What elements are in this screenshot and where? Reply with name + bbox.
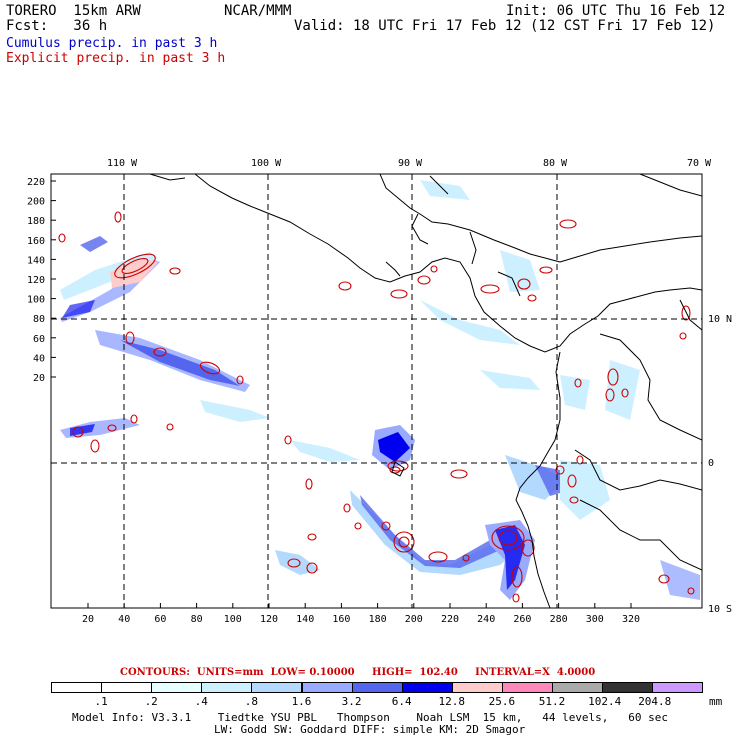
y-tick-label: 60 — [33, 334, 45, 345]
y-tick-label: 220 — [27, 177, 45, 188]
legend-value: 102.4 — [588, 695, 622, 708]
legend-color-box — [451, 682, 503, 693]
x-tick-label: 280 — [550, 614, 568, 625]
valid-time: Valid: 18 UTC Fri 17 Feb 12 (12 CST Fri … — [294, 18, 716, 34]
x-tick-label: 120 — [260, 614, 278, 625]
legend-value: 25.6 — [488, 695, 516, 708]
x-tick-label: 100 — [224, 614, 242, 625]
cumulus-precip-shading — [60, 180, 700, 600]
contours-info: CONTOURS: UNITS=mm LOW= 0.10000 HIGH= 10… — [120, 667, 596, 678]
legend-color-box — [301, 682, 353, 693]
y-tick-label: 140 — [27, 255, 45, 266]
lat-label: 10 S — [708, 604, 732, 615]
y-tick-label: 100 — [27, 295, 45, 306]
x-tick-label: 140 — [296, 614, 314, 625]
x-tick-label: 240 — [477, 614, 495, 625]
legend-value: 3.2 — [341, 695, 362, 708]
lat-label: 10 N — [708, 314, 732, 325]
x-tick-label: 180 — [369, 614, 387, 625]
legend-color-box — [101, 682, 153, 693]
legend-color-box — [602, 682, 654, 693]
lon-label: 110 W — [107, 158, 138, 169]
y-tick-label: 20 — [33, 373, 45, 384]
lon-label: 80 W — [543, 158, 568, 169]
model-info: Model Info: V3.3.1 Tiedtke YSU PBL Thomp… — [72, 711, 669, 724]
y-tick-label: 120 — [27, 275, 45, 286]
x-tick-label: 220 — [441, 614, 459, 625]
x-tick-label: 160 — [332, 614, 350, 625]
map-content — [51, 174, 702, 608]
legend-color-box — [401, 682, 453, 693]
legend-value: 1.6 — [291, 695, 312, 708]
legend-value: 12.8 — [438, 695, 466, 708]
legend-color-box — [351, 682, 403, 693]
legend-value: .1 — [94, 695, 108, 708]
legend-value: 51.2 — [538, 695, 566, 708]
legend-color-box — [501, 682, 553, 693]
lon-label: 70 W — [687, 158, 712, 169]
legend-unit: mm — [709, 695, 723, 708]
y-tick-label: 160 — [27, 236, 45, 247]
y-tick-label: 200 — [27, 197, 45, 208]
x-tick-label: 40 — [118, 614, 130, 625]
legend-color-box — [251, 682, 303, 693]
legend-color-box — [652, 682, 704, 693]
axis-ticks — [51, 180, 632, 608]
x-tick-label: 20 — [82, 614, 94, 625]
legend-value: .2 — [144, 695, 158, 708]
axis-labels: 110 W 100 W 90 W 80 W 70 W 10 N 0 10 S 220 200 180… — [27, 158, 732, 625]
lon-label: 100 W — [251, 158, 282, 169]
legend-value: .4 — [194, 695, 208, 708]
field-explicit-label: Explicit precip. in past 3 h — [6, 51, 226, 66]
y-tick-label: 180 — [27, 216, 45, 227]
legend-value: .8 — [244, 695, 259, 708]
forecast-hour: Fcst: 36 h — [6, 18, 108, 34]
explicit-precip-contours — [58, 211, 695, 603]
legend-value: 204.8 — [638, 695, 672, 708]
legend-color-box — [51, 682, 103, 693]
field-cumulus-label: Cumulus precip. in past 3 h — [6, 36, 218, 51]
legend-color-box — [552, 682, 604, 693]
legend-color-box — [201, 682, 253, 693]
lat-label: 0 — [708, 458, 714, 469]
y-tick-label: 80 — [33, 314, 45, 325]
x-tick-label: 200 — [405, 614, 423, 625]
x-tick-label: 300 — [586, 614, 604, 625]
x-tick-label: 320 — [622, 614, 640, 625]
legend-color-box — [151, 682, 203, 693]
x-tick-label: 80 — [191, 614, 203, 625]
model-title: TORERO 15km ARW — [6, 3, 141, 19]
map-frame — [50, 173, 703, 609]
x-tick-label: 60 — [154, 614, 166, 625]
init-time: Init: 06 UTC Thu 16 Feb 12 — [506, 3, 726, 19]
y-tick-label: 40 — [33, 353, 45, 364]
lon-label: 90 W — [398, 158, 423, 169]
physics-info: LW: Godd SW: Goddard DIFF: simple KM: 2D… — [214, 723, 526, 736]
lat-lon-grid — [51, 174, 702, 608]
x-tick-label: 260 — [513, 614, 531, 625]
organization-label: NCAR/MMM — [224, 3, 292, 19]
legend-value: 6.4 — [391, 695, 412, 708]
